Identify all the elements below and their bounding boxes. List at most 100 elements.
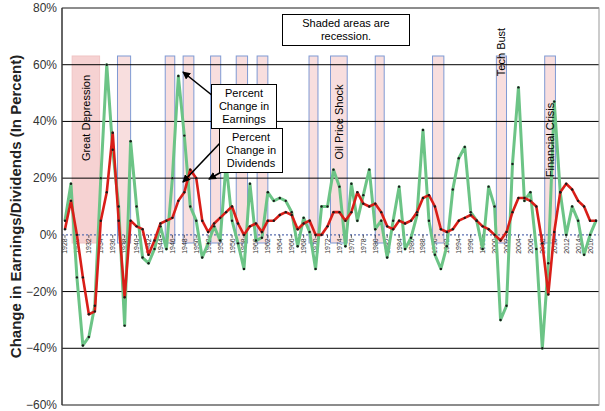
series-point [481, 248, 483, 250]
series-point [386, 225, 388, 227]
series-point [129, 140, 131, 142]
series-point [82, 276, 84, 278]
series-point [273, 200, 275, 202]
series-point [386, 256, 388, 258]
series-point [332, 211, 334, 213]
x-tick-label: 1954 [217, 238, 224, 254]
series-point [398, 219, 400, 221]
series-point [523, 200, 525, 202]
series-point [231, 219, 233, 221]
recession-label: Oil Price Shock [333, 84, 345, 160]
x-tick [470, 235, 471, 238]
series-point [243, 268, 245, 270]
series-point [565, 234, 567, 236]
series-point [410, 236, 412, 238]
series-point [213, 225, 215, 227]
series-point [285, 211, 287, 213]
series-point [493, 234, 495, 236]
grid-line [62, 178, 599, 179]
series-point [106, 191, 108, 193]
series-point [249, 225, 251, 227]
x-tick [434, 235, 435, 238]
x-tick-label: 1972 [324, 238, 331, 254]
y-tick-label: −40% [26, 341, 57, 355]
y-tick-label: 60% [33, 58, 57, 72]
series-point [452, 188, 454, 190]
series-point [475, 219, 477, 221]
series-point [499, 239, 501, 241]
series-point [135, 225, 137, 227]
series-point [225, 211, 227, 213]
series-point [583, 205, 585, 207]
x-tick-label: 1984 [396, 238, 403, 254]
series-point [195, 219, 197, 221]
series-point [302, 222, 304, 224]
series-point [94, 310, 96, 312]
series-point [464, 146, 466, 148]
grid-line [62, 121, 599, 122]
series-point [135, 205, 137, 207]
x-tick [148, 235, 149, 238]
series-point [422, 197, 424, 199]
x-tick [578, 235, 579, 238]
y-tick-label: 40% [33, 114, 57, 128]
x-tick-label: 1980 [372, 238, 379, 254]
series-point [267, 219, 269, 221]
series-point [177, 200, 179, 202]
series-point [201, 219, 203, 221]
series-point [392, 228, 394, 230]
series-point [123, 324, 125, 326]
series-point [368, 168, 370, 170]
x-tick [387, 235, 388, 238]
series-point [273, 219, 275, 221]
series-point [559, 191, 561, 193]
series-point [219, 217, 221, 219]
x-tick [303, 235, 304, 238]
series-point [76, 276, 78, 278]
series-point [261, 231, 263, 233]
x-tick [327, 235, 328, 238]
y-tick-label: 20% [33, 171, 57, 185]
annotation: Shaded areas are recession. [282, 14, 410, 46]
series-point [243, 234, 245, 236]
y-tick-label: −20% [26, 285, 57, 299]
series-point [589, 234, 591, 236]
series-point [458, 219, 460, 221]
series-point [112, 149, 114, 151]
series-point [559, 191, 561, 193]
series-point [374, 228, 376, 230]
series-point [88, 336, 90, 338]
series-point [398, 185, 400, 187]
x-tick [64, 235, 65, 238]
grid [62, 8, 599, 405]
x-tick-label: 1946 [169, 238, 176, 254]
series-point [446, 231, 448, 233]
annotation: Percent Change in Dividends [219, 128, 283, 173]
series-point [481, 225, 483, 227]
x-tick-label: 1996 [467, 238, 474, 254]
series-point [493, 205, 495, 207]
x-tick-label: 1962 [264, 238, 271, 254]
x-tick [112, 235, 113, 238]
series-point [261, 236, 263, 238]
series-point [404, 248, 406, 250]
series-point [207, 242, 209, 244]
series-point [350, 183, 352, 185]
series-point [380, 211, 382, 213]
series-point [374, 202, 376, 204]
series-group [64, 64, 597, 350]
x-tick-label: 2004 [515, 238, 522, 254]
series-point [171, 177, 173, 179]
series-point [416, 214, 418, 216]
series-point [153, 239, 155, 241]
series-point [189, 205, 191, 207]
x-tick [208, 235, 209, 238]
series-point [410, 219, 412, 221]
series-point [82, 344, 84, 346]
series-point [499, 319, 501, 321]
series-point [487, 185, 489, 187]
series-point [88, 313, 90, 315]
grid-line [62, 291, 599, 292]
series-point [332, 168, 334, 170]
x-tick [88, 235, 89, 238]
